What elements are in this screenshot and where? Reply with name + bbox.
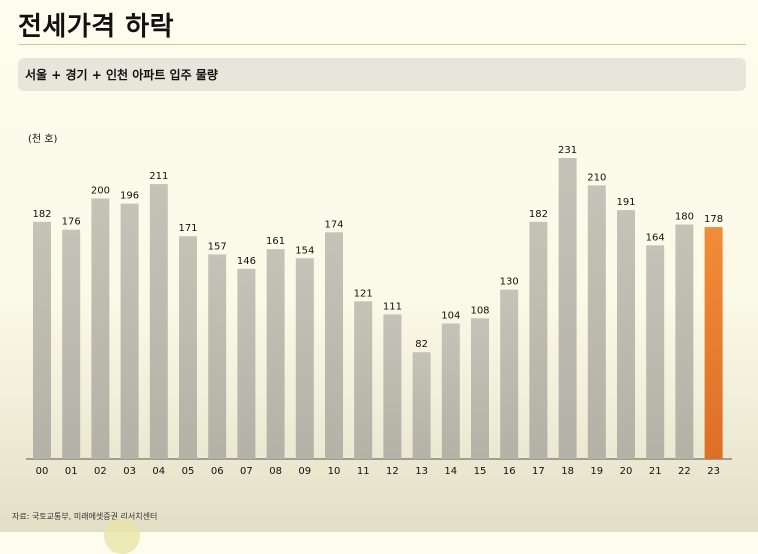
data-label-09: 154 (295, 245, 314, 256)
data-label-01: 176 (62, 217, 81, 228)
x-tick-label-22: 22 (678, 466, 691, 477)
bar-08 (266, 249, 285, 459)
bar-02 (91, 198, 110, 459)
bar-10 (325, 232, 343, 459)
bar-22 (675, 224, 694, 459)
data-label-19: 210 (587, 172, 606, 183)
x-tick-label-10: 10 (328, 466, 341, 477)
chart-subtitle-bar: 서울 + 경기 + 인천 아파트 입주 물량 (18, 58, 746, 91)
bar-03 (120, 203, 139, 459)
bar-23 (704, 227, 723, 459)
bar-11 (354, 301, 373, 459)
data-label-02: 200 (91, 185, 110, 196)
bar-04 (149, 184, 168, 459)
x-tick-label-19: 19 (590, 466, 603, 477)
data-label-18: 231 (558, 145, 577, 156)
x-tick-label-08: 08 (269, 466, 282, 477)
data-label-03: 196 (120, 191, 139, 202)
bar-09 (295, 258, 314, 459)
data-label-11: 121 (354, 288, 373, 299)
x-tick-label-14: 14 (444, 466, 457, 477)
bar-17 (529, 221, 548, 459)
x-tick-label-20: 20 (620, 466, 633, 477)
bar-07 (237, 268, 256, 459)
x-tick-label-04: 04 (152, 466, 165, 477)
data-label-07: 146 (237, 256, 256, 267)
x-tick-label-01: 01 (65, 466, 78, 477)
data-label-23: 178 (704, 214, 723, 225)
bar-19 (587, 185, 606, 459)
data-label-05: 171 (178, 223, 197, 234)
data-label-20: 191 (616, 197, 635, 208)
x-tick-label-05: 05 (182, 466, 195, 477)
x-tick-label-00: 00 (36, 466, 49, 477)
data-label-08: 161 (266, 236, 285, 247)
unit-label: (천 호) (28, 134, 58, 145)
title-divider (18, 44, 746, 45)
bar-chart: 1820017601200021960321104171051570614607… (26, 145, 732, 477)
data-label-04: 211 (149, 171, 168, 182)
bar-15 (471, 318, 489, 459)
data-label-16: 130 (500, 277, 519, 288)
data-label-17: 182 (529, 209, 548, 220)
data-label-21: 164 (646, 232, 665, 243)
x-tick-label-06: 06 (211, 466, 224, 477)
data-label-22: 180 (675, 212, 694, 223)
data-label-13: 82 (415, 339, 428, 350)
x-tick-label-15: 15 (474, 466, 487, 477)
x-tick-label-03: 03 (123, 466, 136, 477)
x-tick-label-23: 23 (707, 466, 720, 477)
page-title: 전세가격 하락 (18, 12, 175, 42)
data-label-14: 104 (441, 311, 460, 322)
bar-05 (179, 236, 197, 459)
data-label-06: 157 (208, 241, 227, 252)
bar-00 (33, 221, 51, 459)
bar-01 (62, 229, 81, 459)
x-tick-label-21: 21 (649, 466, 662, 477)
source-note: 자료: 국토교통부, 미래에셋증권 리서치센터 (12, 512, 158, 521)
x-tick-label-12: 12 (386, 466, 399, 477)
x-tick-label-17: 17 (532, 466, 545, 477)
data-label-00: 182 (32, 209, 51, 220)
chart-subtitle: 서울 + 경기 + 인천 아파트 입주 물량 (25, 68, 218, 82)
bar-16 (500, 289, 519, 459)
bar-20 (617, 210, 635, 459)
bar-06 (208, 254, 227, 459)
data-label-10: 174 (324, 219, 343, 230)
bar-21 (646, 245, 665, 459)
x-tick-label-09: 09 (298, 466, 311, 477)
bar-12 (383, 314, 402, 459)
bar-18 (558, 158, 577, 459)
data-label-15: 108 (470, 305, 489, 316)
bar-14 (441, 323, 460, 459)
x-tick-label-07: 07 (240, 466, 253, 477)
bar-13 (412, 352, 431, 459)
x-tick-label-11: 11 (357, 466, 370, 477)
x-tick-label-18: 18 (561, 466, 574, 477)
x-tick-label-16: 16 (503, 466, 516, 477)
data-label-12: 111 (383, 301, 402, 312)
x-tick-label-02: 02 (94, 466, 107, 477)
decorative-circle (104, 518, 140, 554)
x-tick-label-13: 13 (415, 466, 428, 477)
